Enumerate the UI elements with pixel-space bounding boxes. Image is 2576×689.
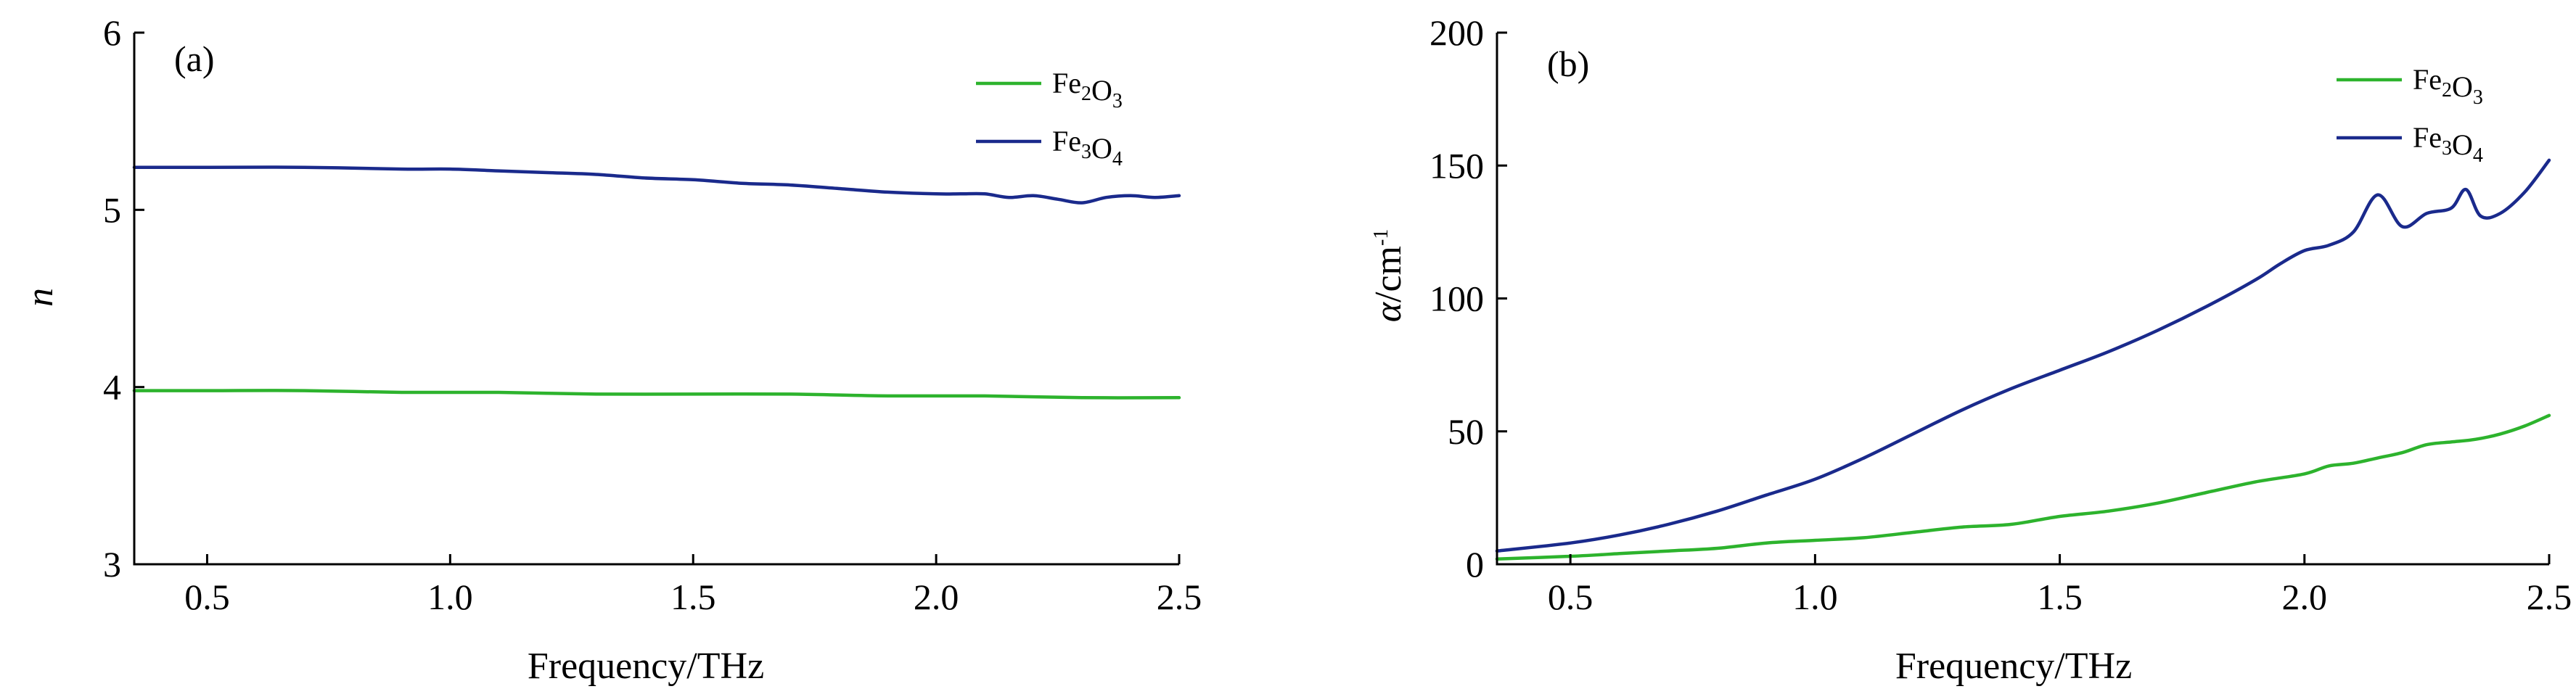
panel-a-ytick-label: 4 — [103, 367, 121, 408]
legend-label-fe2o3: Fe2O3 — [2413, 63, 2483, 109]
panel-a-ytick-label: 3 — [103, 544, 121, 585]
panel-a-xtick-label: 2.0 — [914, 577, 959, 617]
legend-label-fe3o4: Fe3O4 — [2413, 121, 2483, 167]
panel-a-xtick-label: 1.0 — [427, 577, 473, 617]
panel-b-xlabel: Frequency/THz — [1895, 645, 2132, 687]
panel-b-xtick-label: 2.5 — [2527, 577, 2572, 617]
panel-a-ytick-label: 6 — [103, 12, 121, 53]
panel-b-ytick-label: 100 — [1429, 279, 1484, 319]
panel-a-series-fe3o4 — [132, 165, 1181, 205]
panel-b-series-fe3o4 — [1495, 158, 2551, 553]
panel-a-series-fe2o3 — [132, 389, 1181, 400]
panel-a-xlabel: Frequency/THz — [528, 645, 764, 687]
panel-b-label: (b) — [1547, 44, 1589, 84]
panel-b-ytick-label: 200 — [1429, 12, 1484, 53]
panel-b-ytick-label: 50 — [1448, 411, 1484, 452]
legend-label-fe2o3: Fe2O3 — [1052, 67, 1123, 112]
panel-b-series-fe2o3 — [1495, 413, 2551, 561]
panel-a-label: (a) — [174, 38, 215, 79]
panel-a-xtick-label: 1.5 — [670, 577, 716, 617]
panel-b-ytick-label: 150 — [1429, 145, 1484, 186]
panel-b-xtick-label: 2.0 — [2282, 577, 2328, 617]
chart-panel-b: 0.5 1.0 1.5 2.0 2.5 0 50 100 150 200 (b) Frequenc… — [1368, 12, 2572, 687]
panel-b-xtick-label: 0.5 — [1548, 577, 1593, 617]
panel-b-axes — [1496, 33, 2549, 566]
panel-a-xtick-label: 2.5 — [1157, 577, 1202, 617]
panel-a-ytick-label: 5 — [103, 189, 121, 230]
panel-a-axes — [133, 33, 1179, 566]
legend-label-fe3o4: Fe3O4 — [1052, 125, 1123, 170]
panel-b-xtick-label: 1.5 — [2037, 577, 2083, 617]
panel-b-xtick-label: 1.0 — [1792, 577, 1838, 617]
panel-a-ylabel: n — [20, 288, 61, 307]
panel-b-ytick-label: 0 — [1466, 544, 1484, 585]
panel-a-xtick-label: 0.5 — [184, 577, 230, 617]
panel-b-ylabel: α/cm-1 — [1368, 229, 1409, 323]
